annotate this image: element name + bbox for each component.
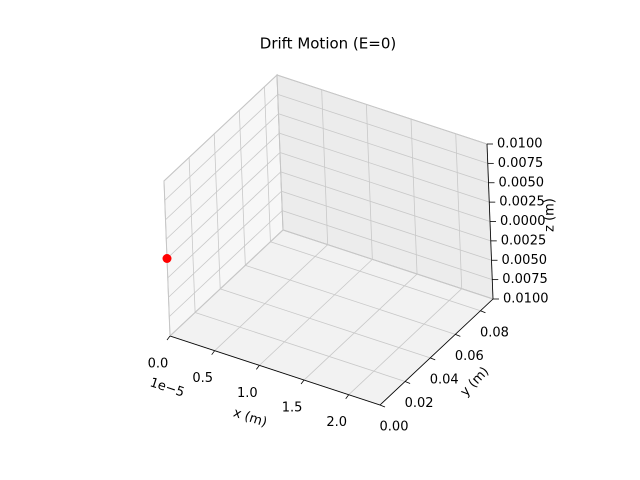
- grid-line: [194, 312, 406, 382]
- grid-line: [166, 152, 281, 259]
- grid-line: [348, 288, 462, 396]
- data-point: [162, 254, 172, 263]
- z-tick-label: 0.0075: [498, 156, 544, 171]
- z-tick-label: 0.0100: [497, 137, 543, 152]
- grid-line: [279, 132, 490, 203]
- grid-line: [303, 273, 418, 381]
- grid-line: [280, 171, 491, 242]
- x-tick-label: 1.5: [282, 401, 303, 416]
- y-tick-label: 0.02: [405, 396, 434, 411]
- x-axis: [169, 335, 381, 406]
- y-tick-label: 0.04: [430, 372, 459, 387]
- z-axis-label: z (m): [543, 198, 558, 232]
- tick-mark: [166, 335, 171, 341]
- z-tick-label: 0.0075: [502, 272, 548, 287]
- grid-line: [167, 171, 282, 279]
- y-axis: [379, 298, 494, 406]
- x-axis-label: x (m): [231, 406, 269, 431]
- tick-mark: [345, 394, 350, 399]
- z-tick-label: 0.0050: [502, 253, 548, 268]
- tick-mark: [455, 333, 461, 337]
- z-tick-label: 0.0025: [499, 195, 545, 210]
- grid-line: [245, 264, 456, 335]
- y-tick-label: 0.00: [380, 420, 409, 435]
- tick-mark: [480, 310, 486, 314]
- grid-line: [281, 190, 492, 261]
- chart-title: Drift Motion (E=0): [260, 35, 396, 53]
- x-tick-label: 2.0: [326, 415, 347, 430]
- y-tick-label: 0.08: [480, 325, 509, 340]
- grid-line: [163, 74, 278, 182]
- grid-line: [259, 259, 373, 366]
- y-tick-label: 0.06: [455, 349, 484, 364]
- grid-line: [277, 93, 488, 164]
- tick-mark: [256, 365, 260, 370]
- grid-line: [276, 74, 488, 145]
- grid-line: [168, 210, 283, 317]
- z-tick-label: 0.0100: [503, 292, 549, 307]
- x-tick-label: 0.5: [192, 371, 213, 386]
- tick-mark: [211, 350, 216, 355]
- grid-line: [165, 132, 280, 240]
- z-axis: [486, 143, 494, 300]
- tick-mark: [300, 379, 305, 385]
- grid-line: [278, 113, 489, 184]
- tick-mark: [379, 404, 386, 408]
- grid-line: [168, 190, 282, 298]
- z-tick-label: 0.0025: [501, 233, 547, 248]
- tick-mark: [430, 357, 436, 361]
- x-offset-label: 1e−5: [148, 375, 186, 400]
- grid-line: [279, 152, 491, 222]
- grid-line: [220, 288, 431, 359]
- z-tick-label: 0.0000: [500, 214, 546, 229]
- grid-line: [165, 113, 279, 221]
- tick-mark: [404, 381, 411, 384]
- grid-line: [214, 244, 328, 351]
- grid-line: [169, 229, 284, 337]
- y-axis-label: y (m): [458, 364, 493, 400]
- grid-line: [270, 241, 481, 312]
- grid-line: [164, 94, 279, 201]
- z-tick-label: 0.0050: [499, 175, 545, 190]
- grid-line: [282, 229, 494, 300]
- x-tick-label: 1.0: [237, 386, 258, 401]
- x-tick-label: 0.0: [148, 357, 169, 372]
- grid-line: [282, 210, 493, 281]
